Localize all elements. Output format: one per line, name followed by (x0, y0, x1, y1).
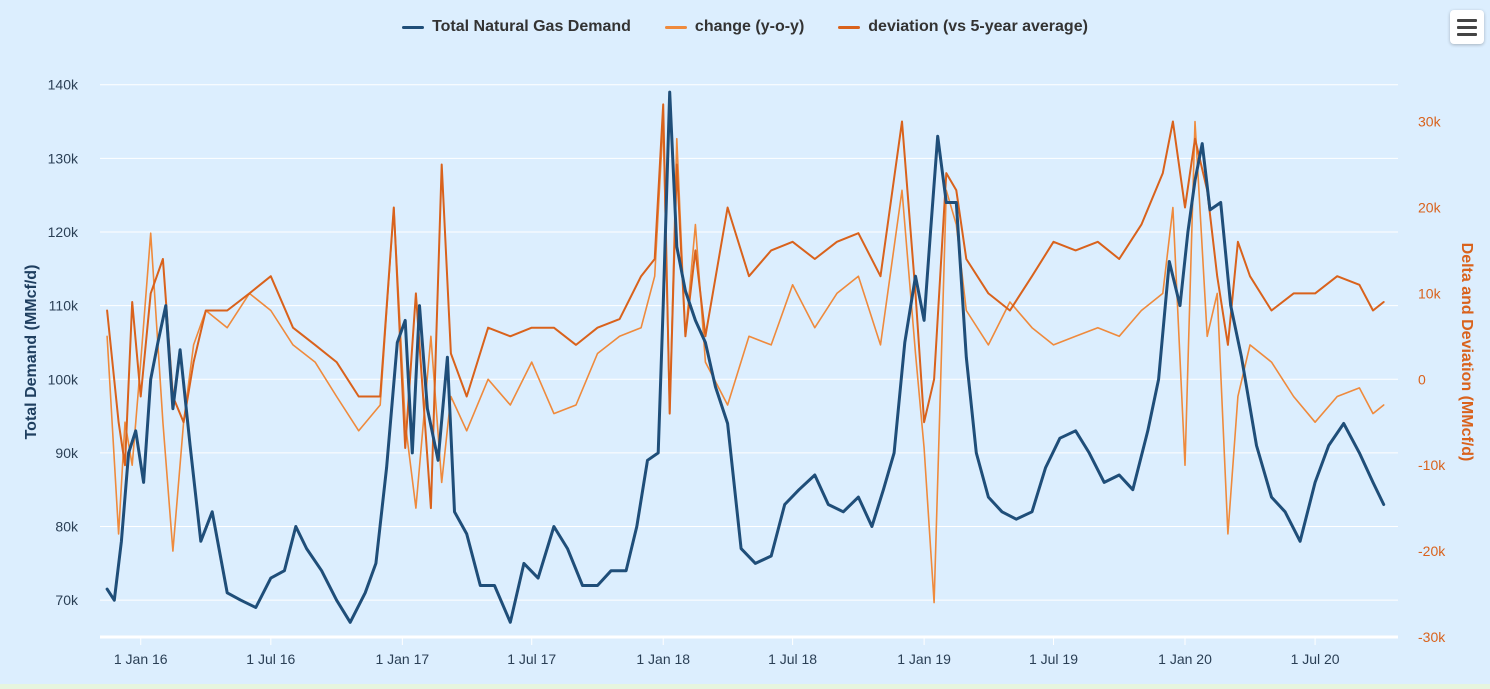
x-tick-label: 1 Jan 18 (636, 651, 690, 667)
y2-tick-label: 0 (1418, 371, 1426, 387)
y2-axis-title: Delta and Deviation (MMcf/d) (1458, 243, 1475, 462)
y-tick-label: 140k (48, 77, 79, 93)
x-tick-label: 1 Jul 16 (246, 651, 295, 667)
y-tick-label: 70k (55, 592, 79, 608)
legend-item-change[interactable]: change (y-o-y) (664, 18, 805, 36)
y2-tick-label: 10k (1418, 285, 1442, 301)
y-tick-label: 90k (55, 445, 79, 461)
x-tick-label: 1 Jul 19 (1029, 651, 1078, 667)
y2-tick-label: -10k (1418, 457, 1446, 473)
x-tick-label: 1 Jan 16 (114, 651, 168, 667)
y-tick-label: 100k (48, 371, 79, 387)
x-tick-label: 1 Jan 19 (897, 651, 951, 667)
legend-item-deviation[interactable]: deviation (vs 5-year average) (838, 18, 1088, 36)
series-line-demand (105, 90, 1386, 624)
x-tick-label: 1 Jul 17 (507, 651, 556, 667)
hamburger-menu-icon[interactable] (1450, 10, 1484, 44)
y2-tick-label: 20k (1418, 199, 1442, 215)
y-tick-label: 110k (49, 298, 79, 314)
x-tick-label: 1 Jan 17 (375, 651, 429, 667)
y2-tick-label: -20k (1418, 543, 1446, 559)
series-line-deviation (106, 103, 1385, 510)
y-tick-label: 80k (55, 519, 79, 535)
x-tick-label: 1 Jul 20 (1291, 651, 1340, 667)
legend-item-demand[interactable]: Total Natural Gas Demand (402, 18, 631, 36)
x-tick-label: 1 Jul 18 (768, 651, 817, 667)
legend: Total Natural Gas Demand change (y-o-y) … (0, 18, 1490, 36)
y2-tick-label: 30k (1418, 114, 1442, 130)
y2-tick-label: -30k (1418, 629, 1446, 645)
bottom-strip (0, 684, 1490, 689)
y-tick-label: 120k (48, 224, 79, 240)
legend-label-demand: Total Natural Gas Demand (432, 18, 631, 35)
legend-swatch-change (664, 25, 687, 29)
x-tick-label: 1 Jan 20 (1158, 651, 1212, 667)
y-axis-title: Total Demand (MMcf/d) (23, 265, 40, 440)
legend-label-change: change (y-o-y) (694, 18, 805, 35)
legend-swatch-deviation (838, 25, 861, 29)
legend-swatch-demand (402, 25, 425, 29)
y-tick-label: 130k (48, 150, 79, 166)
legend-label-deviation: deviation (vs 5-year average) (868, 18, 1088, 35)
